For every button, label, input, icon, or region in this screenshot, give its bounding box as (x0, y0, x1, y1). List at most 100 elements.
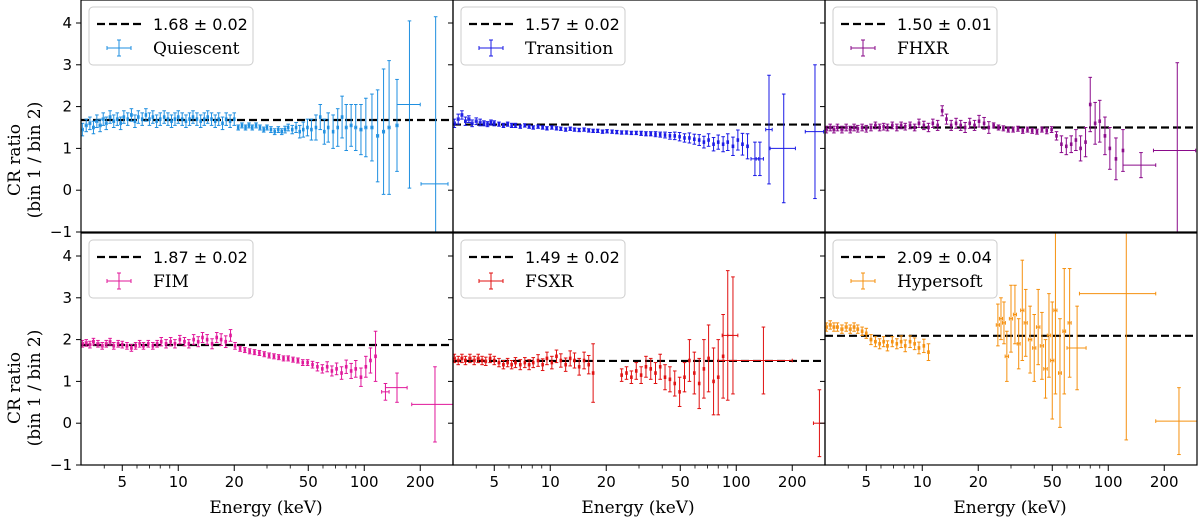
data-point (967, 117, 972, 129)
data-point (326, 112, 331, 143)
data-point (721, 314, 725, 399)
x-axis-label-middle: Energy (keV) (581, 498, 694, 518)
data-point (877, 338, 882, 350)
data-point (100, 342, 104, 350)
data-point (840, 125, 844, 134)
data-point (890, 336, 895, 348)
data-point (146, 339, 151, 348)
data-point (325, 361, 329, 373)
data-point (91, 337, 96, 346)
data-point (310, 360, 315, 369)
data-point (492, 120, 497, 127)
data-point (1050, 301, 1055, 420)
x-tick-label: 10 (169, 473, 188, 491)
data-point (577, 357, 581, 376)
data-point (619, 368, 624, 382)
legend: 2.09 ± 0.04 Hypersoft (832, 239, 998, 299)
data-series-hypersoft (825, 233, 1197, 456)
data-point (697, 357, 701, 410)
data-point (668, 132, 672, 140)
data-point (472, 355, 476, 366)
data-point (411, 366, 453, 443)
data-point (272, 128, 277, 136)
data-point (624, 130, 629, 135)
data-point (210, 338, 214, 350)
legend-box (88, 6, 254, 66)
data-point (523, 123, 527, 128)
data-point (663, 131, 667, 139)
data-point (205, 334, 209, 346)
data-point (286, 355, 290, 362)
x-axis-label-right: Energy (keV) (953, 498, 1066, 518)
y-tick-label: 4 (62, 14, 72, 32)
data-point (908, 121, 912, 130)
data-point (213, 114, 218, 128)
data-point (531, 357, 536, 369)
x-tick-label: 5 (117, 473, 127, 491)
data-point (104, 339, 109, 348)
data-point (1020, 259, 1025, 361)
data-point (476, 353, 481, 364)
data-point (828, 123, 833, 132)
legend-fit-label: 1.49 ± 0.02 (525, 248, 620, 267)
data-point (101, 112, 106, 126)
data-point (176, 110, 181, 124)
data-point (755, 141, 764, 177)
data-point (554, 349, 559, 364)
data-point (926, 343, 931, 361)
y-tick-label: 2 (62, 331, 72, 349)
data-point (250, 124, 255, 131)
data-point (384, 372, 408, 403)
data-point (1016, 318, 1021, 370)
data-point (202, 112, 207, 126)
data-point (137, 339, 142, 348)
legend-box (832, 6, 998, 66)
data-point (381, 382, 390, 401)
data-point (881, 122, 886, 131)
data-point (344, 359, 349, 374)
data-point (460, 353, 464, 364)
data-point (963, 121, 967, 134)
data-point (320, 364, 325, 374)
y-tick-label: 4 (62, 247, 72, 265)
data-point (855, 124, 860, 133)
data-point (1044, 127, 1049, 135)
data-point (111, 342, 116, 350)
data-point (577, 127, 581, 133)
data-point (381, 68, 386, 195)
data-point (540, 125, 545, 130)
data-point (501, 359, 506, 370)
data-point (658, 131, 662, 138)
data-point (314, 114, 318, 141)
data-point (1066, 305, 1087, 391)
legend-fit-label: 1.57 ± 0.02 (525, 15, 620, 34)
data-point (903, 122, 908, 131)
data-point (1032, 314, 1037, 382)
data-point (159, 337, 164, 347)
data-point (118, 116, 123, 131)
data-point (1040, 126, 1044, 133)
legend-fit-label: 2.09 ± 0.04 (897, 248, 992, 267)
data-point (895, 123, 899, 132)
data-point (513, 357, 518, 369)
data-point (991, 122, 996, 129)
data-point (954, 117, 958, 129)
data-point (1062, 268, 1067, 395)
data-point (257, 349, 262, 356)
data-point (269, 126, 273, 134)
y-axis-label-bottom-line2: (bin 1 / bin 2) (25, 330, 45, 447)
data-point (1025, 126, 1030, 133)
data-point (582, 127, 586, 132)
panel-fhxr: 1.50 ± 0.01 FHXR (820, 0, 1198, 233)
data-point (545, 126, 549, 131)
x-tick-label: 200 (1150, 473, 1179, 491)
data-point (305, 118, 310, 137)
data-point (276, 126, 281, 134)
data-point (600, 129, 605, 134)
data-point (460, 110, 464, 120)
data-point (926, 122, 931, 133)
panel-quiescent: −1 0 1 2 3 4 1.68 ± 0.02 Quiescent (50, 0, 454, 241)
data-point (922, 120, 926, 131)
panel-frame (824, 0, 1198, 233)
data-point (917, 341, 921, 355)
